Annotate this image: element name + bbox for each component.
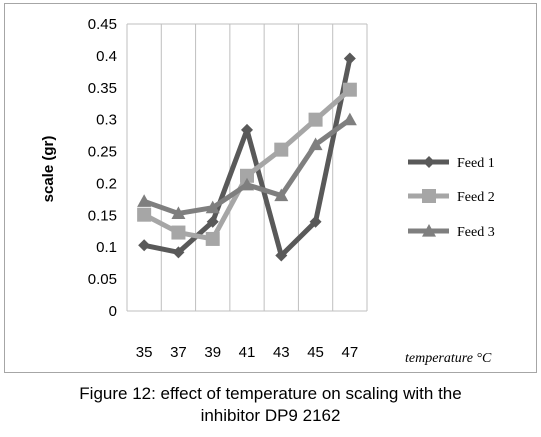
legend-label: Feed 2 <box>457 190 495 205</box>
legend-item: Feed 1 <box>408 156 495 171</box>
x-tick-label: 43 <box>273 344 290 361</box>
y-tick-label: 0.05 <box>88 271 117 288</box>
chart-frame: 0 0.05 0.1 0.15 0.2 0.25 0.3 0.35 0.4 0.45 35 37 39… <box>4 3 537 373</box>
x-tick-label: 41 <box>239 344 256 361</box>
x-axis-label: temperature °C <box>405 351 492 366</box>
data-point <box>137 207 152 222</box>
line-chart: 0 0.05 0.1 0.15 0.2 0.25 0.3 0.35 0.4 0.45 35 37 39… <box>40 16 495 366</box>
data-point <box>137 194 152 207</box>
data-point <box>274 188 289 202</box>
x-tick-label: 47 <box>342 344 359 361</box>
data-point <box>274 142 289 157</box>
caption-line-1: Figure 12: effect of temperature on scal… <box>79 384 462 403</box>
legend-marker <box>423 156 435 168</box>
y-tick-label: 0.15 <box>88 207 117 224</box>
legend-marker <box>422 224 436 237</box>
x-tick-label: 39 <box>204 344 221 361</box>
data-point <box>138 239 151 252</box>
y-tick-label: 0.45 <box>88 16 117 33</box>
series-1 <box>138 52 356 262</box>
data-point <box>171 206 186 220</box>
legend-marker <box>422 189 436 203</box>
data-point <box>308 137 323 151</box>
y-tick-label: 0.2 <box>96 175 117 192</box>
series-3 <box>137 112 357 220</box>
y-tick-label: 0.3 <box>96 112 117 129</box>
data-point <box>240 168 254 183</box>
y-tick-label: 0.35 <box>88 80 117 97</box>
legend-label: Feed 1 <box>457 156 495 171</box>
figure-caption: Figure 12: effect of temperature on scal… <box>0 383 541 427</box>
y-axis-label: scale (gr) <box>40 136 57 203</box>
y-tick-label: 0 <box>109 303 117 320</box>
data-point <box>342 82 357 97</box>
data-point <box>240 177 254 191</box>
data-point <box>309 215 322 228</box>
data-point <box>275 249 288 262</box>
legend-item: Feed 3 <box>408 224 495 240</box>
y-tick-label: 0.25 <box>88 144 117 161</box>
data-point <box>206 215 219 228</box>
data-point <box>342 112 357 126</box>
legend-item: Feed 2 <box>408 189 495 205</box>
caption-line-2: inhibitor DP9 2162 <box>200 406 341 425</box>
data-point <box>205 200 220 214</box>
y-tick-label: 0.1 <box>96 239 117 256</box>
x-tick-label: 35 <box>136 344 153 361</box>
data-point <box>205 231 220 246</box>
data-point <box>171 225 186 240</box>
data-point <box>308 112 323 127</box>
legend-label: Feed 3 <box>457 225 495 240</box>
data-point <box>241 123 253 136</box>
series-2 <box>137 82 357 246</box>
data-point <box>172 246 185 259</box>
y-tick-label: 0.4 <box>96 48 117 65</box>
data-point <box>343 52 356 65</box>
x-tick-label: 37 <box>170 344 187 361</box>
x-tick-label: 45 <box>307 344 324 361</box>
